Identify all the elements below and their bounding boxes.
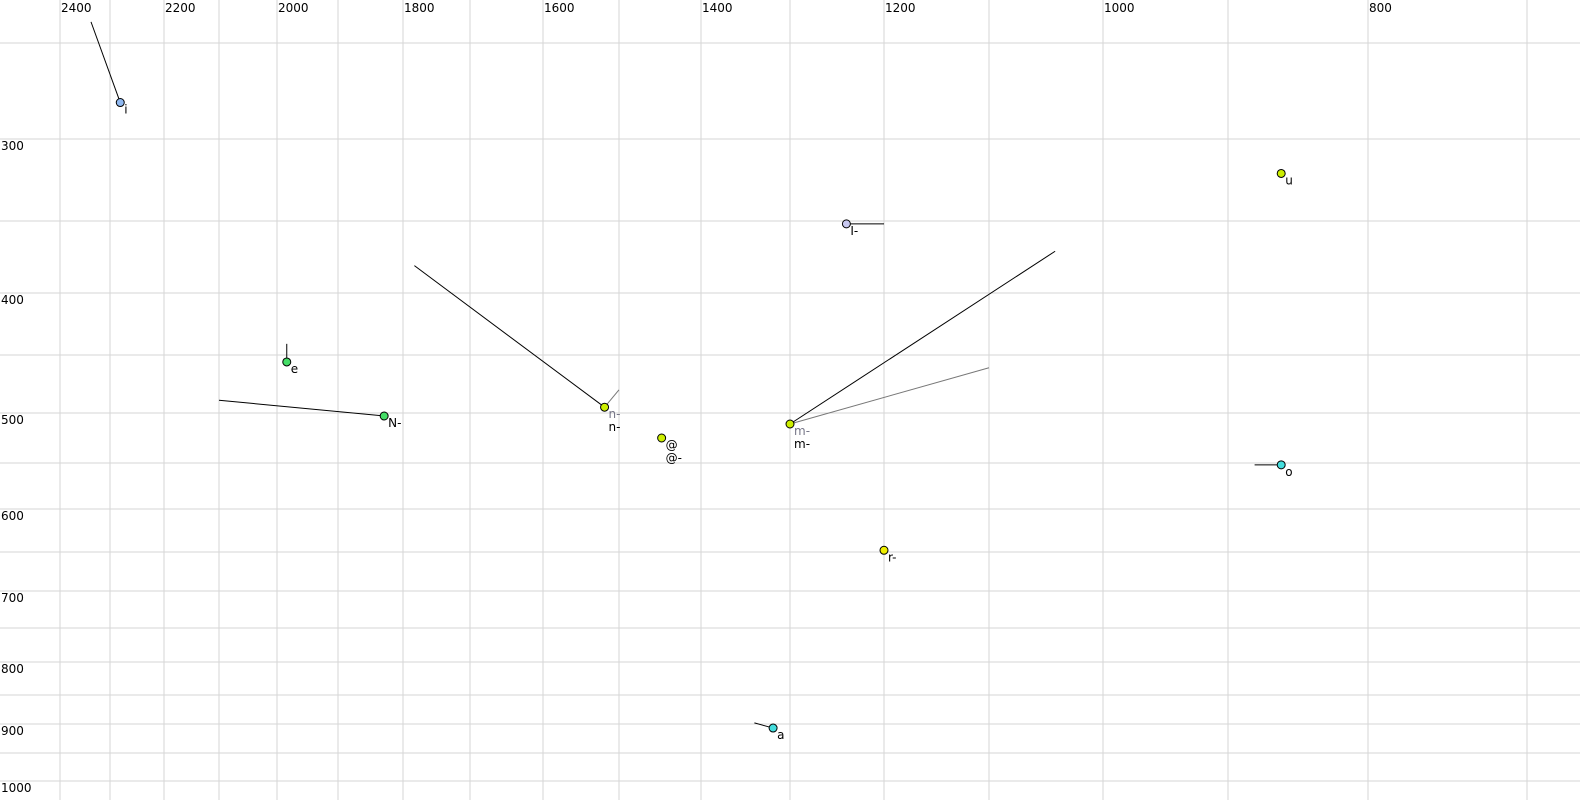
data-point [1276,168,1286,178]
trajectory-line [789,367,990,425]
x-tick-label: 2200 [165,1,196,15]
data-point [1276,460,1286,470]
data-point [879,545,889,555]
data-point [768,723,778,733]
data-point [657,433,667,443]
x-tick-label: 2400 [61,1,92,15]
x-tick-label: 2000 [278,1,309,15]
x-tick-label: 1400 [702,1,733,15]
x-tick-label: 1800 [404,1,435,15]
point-label: I- [850,224,858,238]
y-tick-label: 400 [1,293,24,307]
data-point [841,219,851,229]
point-label: @- [666,451,682,465]
data-point [785,419,795,429]
x-tick-label: 800 [1369,1,1392,15]
x-tick-label: 1000 [1104,1,1135,15]
point-label: a [777,728,784,742]
y-tick-label: 300 [1,139,24,153]
y-tick-label: 800 [1,662,24,676]
y-tick-label: 700 [1,591,24,605]
trajectory-line [789,250,1056,425]
x-tick-label: 1200 [885,1,916,15]
x-tick-label: 1600 [544,1,575,15]
point-label: @ [666,438,678,452]
trajectory-line [218,399,385,417]
point-label: m- [794,437,810,451]
point-label: u [1285,173,1293,187]
point-label: o [1285,465,1292,479]
point-label: r- [888,550,897,564]
y-tick-label: 600 [1,509,24,523]
data-points: i u I-e N-n-n- @@- m-m-o r-a [115,98,1293,742]
point-label: N- [388,416,401,430]
data-point [115,98,125,108]
y-tick-label: 1000 [1,781,32,795]
data-point [379,411,389,421]
point-label: n- [609,407,621,421]
data-point [600,402,610,412]
y-tick-label: 500 [1,413,24,427]
y-tick-label: 900 [1,724,24,738]
trajectory-line [90,21,121,103]
point-label: n- [609,420,621,434]
point-label: m- [794,424,810,438]
data-point [282,357,292,367]
point-label: i [124,103,127,117]
point-label: e [291,362,298,376]
tick-labels: 2400 2200 2000 1800 1600 1400 1200 1000 800 300 40… [1,1,1392,795]
trajectory-line [414,265,605,408]
